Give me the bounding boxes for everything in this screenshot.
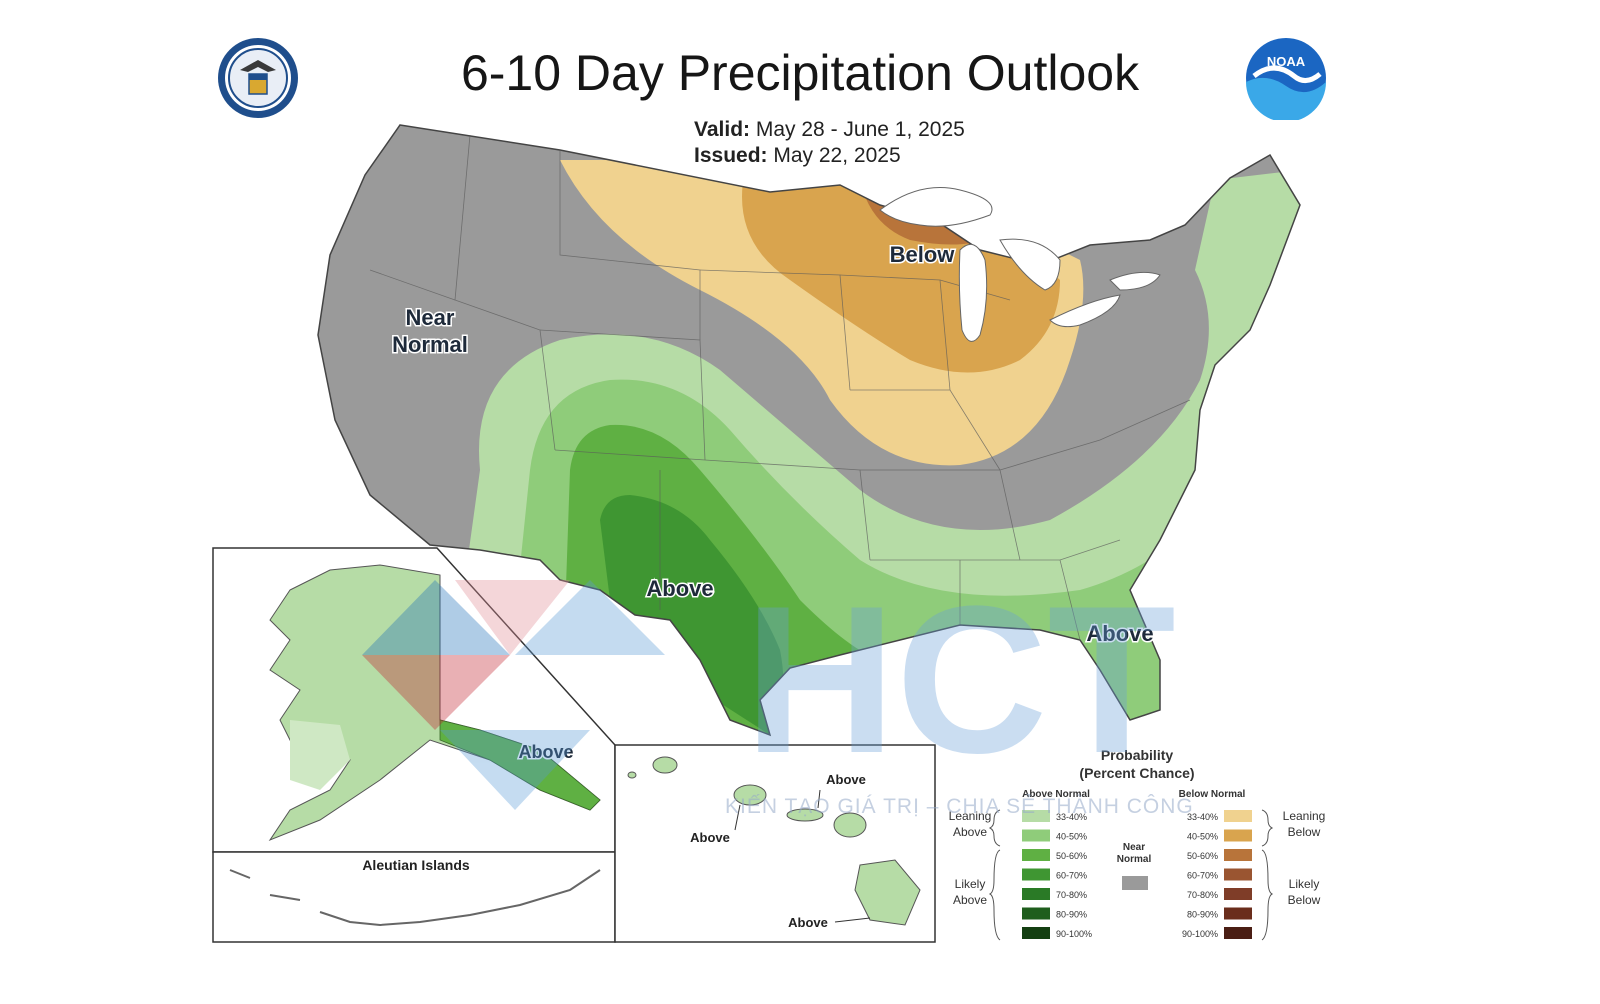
legend-below-swatch: [1224, 888, 1252, 900]
label-above-south: Above: [646, 576, 713, 601]
legend-above-range: 40-50%: [1056, 832, 1087, 842]
legend-title-1: Probability: [1101, 747, 1174, 763]
valid-value: May 28 - June 1, 2025: [755, 118, 965, 141]
legend-below-swatch: [1224, 849, 1252, 861]
legend-above-range: 50-60%: [1056, 851, 1087, 861]
legend-above-swatch: [1022, 907, 1050, 920]
legend-near-normal-2: Normal: [1117, 854, 1152, 865]
legend-above-swatch: [1022, 829, 1050, 842]
island-hawaii: [854, 859, 921, 926]
legend-above-range: 90-100%: [1056, 929, 1092, 939]
hawaii-inset: Above Above Above: [614, 744, 936, 943]
legend-below-range: 50-60%: [1187, 851, 1218, 861]
island-molokai: [786, 808, 824, 822]
label-below: Below: [890, 242, 956, 267]
legend-leaning-below-2: Below: [1288, 825, 1321, 839]
aleutian-inset: Aleutian Islands: [212, 851, 616, 943]
alaska-inset: Above: [212, 547, 616, 853]
legend-below-swatch: [1224, 829, 1252, 842]
doc-seal-icon: [218, 38, 298, 118]
great-lakes: [879, 187, 1161, 342]
legend-above-swatch: [1022, 927, 1050, 939]
legend-below-swatch: [1224, 868, 1252, 881]
legend-likely-below-2: Below: [1288, 893, 1321, 907]
label-near-normal-1: Near: [406, 305, 455, 330]
legend-below-swatch: [1224, 810, 1252, 822]
legend-above-range: 33-40%: [1056, 812, 1087, 822]
zone-above-60: [600, 495, 784, 735]
label-aleutian: Aleutian Islands: [362, 857, 470, 873]
page-title: 6-10 Day Precipitation Outlook: [460, 45, 1140, 101]
legend-likely-below-1: Likely: [1289, 877, 1320, 891]
legend-below-range: 90-100%: [1182, 929, 1218, 939]
issued-label: Issued:: [694, 144, 768, 167]
legend-likely-above-1: Likely: [955, 877, 986, 891]
legend-below-range: 80-90%: [1187, 910, 1218, 920]
watermark-mark: HCT: [744, 562, 1176, 797]
label-above-hawaii-1: Above: [690, 830, 730, 845]
legend-leaning-below-1: Leaning: [1283, 809, 1326, 823]
legend-below-range: 60-70%: [1187, 871, 1218, 881]
legend-below-range: 70-80%: [1187, 890, 1218, 900]
label-above-alaska: Above: [518, 742, 573, 762]
legend-below-range: 33-40%: [1187, 812, 1218, 822]
legend-likely-above-2: Above: [953, 893, 987, 907]
legend-leaning-above-1: Leaning: [949, 809, 992, 823]
noaa-logo-text: NOAA: [1267, 54, 1306, 69]
valid-line: Valid: May 28 - June 1, 2025: [694, 117, 965, 143]
legend-below-swatch: [1224, 927, 1252, 939]
legend-above-swatch: [1022, 849, 1050, 861]
noaa-logo-icon: NOAA: [1246, 38, 1326, 120]
legend-near-normal-1: Near: [1123, 842, 1145, 853]
legend-below-range: 40-50%: [1187, 832, 1218, 842]
island-kauai: [652, 756, 678, 774]
legend-leaning-above-2: Above: [953, 825, 987, 839]
legend-above-range: 70-80%: [1056, 890, 1087, 900]
label-near-normal-2: Normal: [392, 332, 468, 357]
state-borders: [369, 134, 1191, 641]
legend-above-header: Above Normal: [1022, 789, 1090, 800]
issued-value: May 22, 2025: [773, 144, 901, 167]
alaska-panhandle-zone: [439, 719, 601, 811]
legend-above-swatch: [1022, 888, 1050, 900]
issued-line: Issued: May 22, 2025: [694, 143, 965, 169]
conus-outline: [317, 124, 1301, 737]
watermark-text: KIẾN TẠO GIÁ TRỊ – CHIA SẺ THÀNH CÔNG: [725, 795, 1194, 818]
label-above-hawaii-3: Above: [788, 915, 828, 930]
legend-title-2: (Percent Chance): [1079, 765, 1194, 781]
island-maui: [833, 812, 867, 838]
legend-above-range: 60-70%: [1056, 871, 1087, 881]
legend: Probability (Percent Chance) Above Norma…: [949, 747, 1326, 941]
label-above-florida: Above: [1086, 621, 1153, 646]
legend-above-swatch: [1022, 868, 1050, 881]
legend-rows: 33-40% 33-40% 40-50% 40-50% 50-60% 50-60% 60-7…: [1022, 810, 1252, 939]
valid-issued-block: Valid: May 28 - June 1, 2025 Issued: May…: [694, 117, 965, 169]
legend-above-range: 80-90%: [1056, 910, 1087, 920]
valid-label: Valid:: [694, 118, 751, 141]
legend-near-swatch: [1122, 876, 1148, 890]
island-oahu: [733, 784, 767, 806]
alaska-sw-zone: [290, 720, 350, 790]
legend-above-swatch: [1022, 810, 1050, 822]
label-above-hawaii-2: Above: [826, 772, 866, 787]
legend-below-swatch: [1224, 907, 1252, 920]
watermark-logo: HCT: [362, 562, 1176, 810]
legend-below-header: Below Normal: [1179, 789, 1246, 800]
